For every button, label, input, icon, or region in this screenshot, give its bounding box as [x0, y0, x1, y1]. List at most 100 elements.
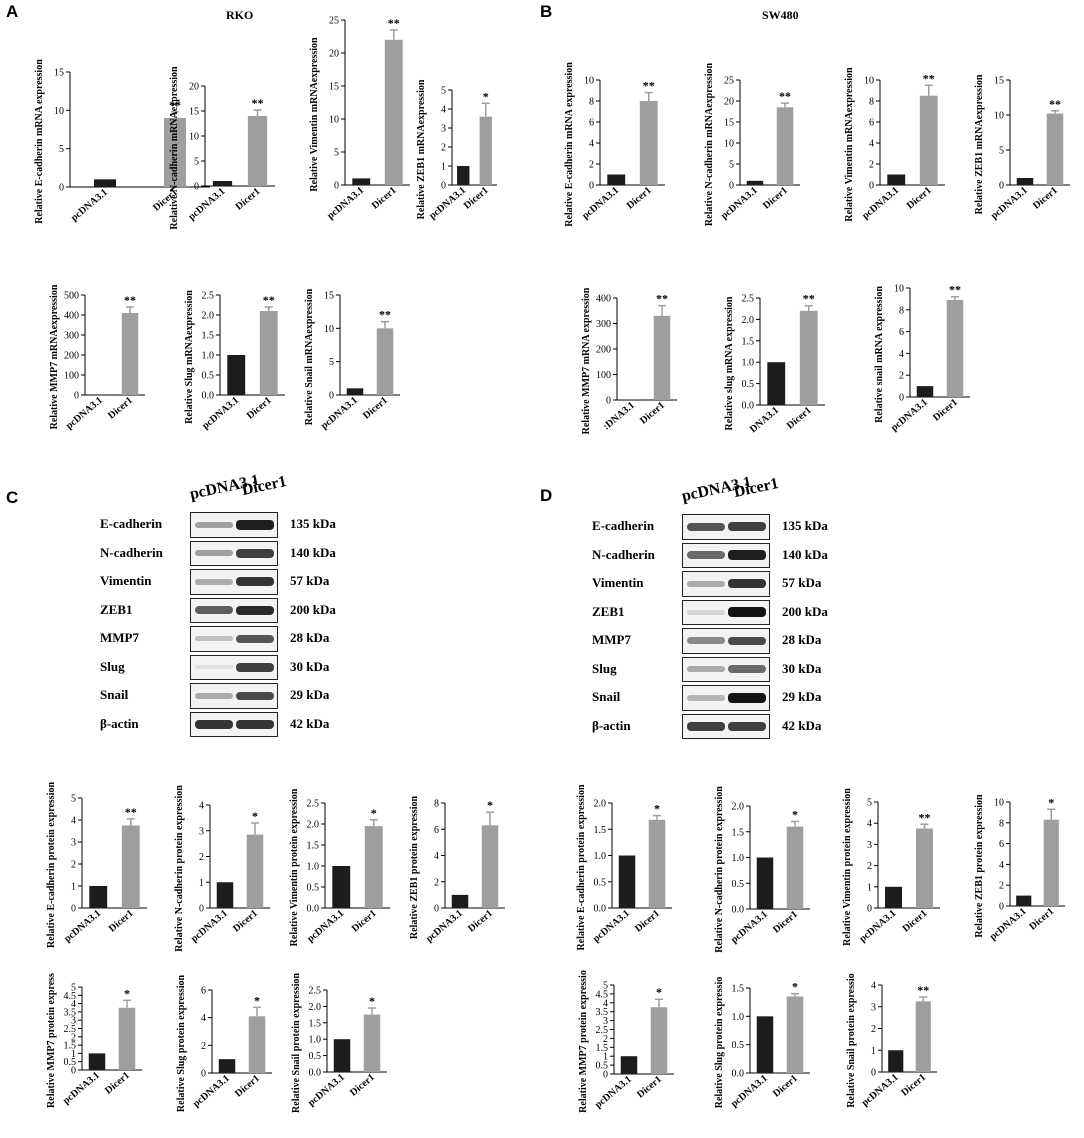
bar-pcdna31: [746, 180, 764, 185]
x-tick-label: Dicer1: [899, 1072, 928, 1099]
significance-marker: *: [252, 809, 258, 823]
bar-chart-b3: 0 2 4 6 8 10 pcDNA3.1 Dicer1 ** Relative Vimentin…: [844, 67, 945, 222]
bar-dicer1: [653, 315, 671, 400]
blot-kda-label: 57 kDa: [290, 573, 330, 588]
blot-kda-label: 30 kDa: [290, 658, 330, 674]
blot-band: [236, 519, 274, 530]
bar-pcdna31: [607, 174, 626, 185]
x-tick-label: pcDNA3.1: [189, 908, 230, 945]
bar-dicer1: [650, 1007, 668, 1074]
y-tick-label: 0: [589, 181, 594, 192]
y-tick-label: 0.5: [732, 879, 745, 890]
y-tick-label: 8: [589, 97, 594, 108]
y-tick-label: 0: [999, 902, 1004, 913]
panel-a-title: RKO: [226, 8, 254, 22]
bar-dicer1: [247, 116, 268, 186]
blot-band: [236, 548, 274, 558]
y-tick-label: 20: [189, 82, 199, 93]
y-tick-label: 100: [64, 371, 79, 382]
blot-protein-label: E-cadherin: [100, 516, 163, 531]
panel-letter-b: B: [540, 2, 553, 21]
x-tick-label: Dicer1: [245, 395, 274, 422]
blot-band: [236, 719, 274, 729]
blot-strip: [682, 713, 770, 739]
y-tick-label: 8: [999, 818, 1004, 829]
bar-dicer1: [384, 39, 403, 185]
blot-band: [195, 636, 233, 642]
y-tick-label: 15: [329, 82, 339, 93]
bar-dicer1: [786, 996, 804, 1073]
blot-protein-label: Vimentin: [592, 575, 644, 590]
x-tick-label: pcDNA3.1: [719, 185, 760, 222]
y-tick-label: 2: [434, 877, 439, 888]
blot-band: [728, 636, 766, 645]
x-tick-label: Dicer1: [233, 1073, 262, 1100]
y-axis-label: Relative Snail protein expressio: [846, 973, 857, 1107]
y-tick-label: 1.5: [64, 1041, 77, 1052]
y-tick-label: 0: [71, 904, 76, 915]
blot-band: [728, 721, 766, 731]
y-tick-label: 0: [329, 391, 334, 402]
y-tick-label: 4: [201, 1013, 206, 1024]
y-tick-label: 2: [899, 371, 904, 382]
y-tick-label: 1.5: [594, 825, 607, 836]
bar-dicer1: [919, 95, 938, 185]
y-tick-label: 2.0: [309, 1002, 322, 1013]
bar-dicer1: [1043, 819, 1059, 906]
y-axis-label: Relative Vimentin protein expression: [842, 788, 853, 946]
x-tick-label: Dicer1: [625, 185, 654, 212]
y-tick-label: 1.0: [732, 1012, 745, 1023]
y-tick-label: 5: [999, 146, 1004, 157]
blot-band: [728, 607, 766, 618]
y-tick-label: 0.5: [309, 1051, 322, 1062]
x-tick-label: pcDNA3.1: [860, 185, 901, 222]
blot-band: [728, 692, 766, 703]
blot-band: [687, 609, 725, 615]
significance-marker: **: [263, 293, 275, 307]
bar-pcdna31: [620, 1056, 638, 1074]
bar-chart-c6: 0 2 4 6 pcDNA3.1 Dicer1 * Relative Slug protein…: [176, 974, 272, 1112]
y-tick-label: 2: [201, 1041, 206, 1052]
y-tick-label: 1: [71, 882, 76, 893]
y-tick-label: 1.0: [309, 1035, 322, 1046]
y-tick-label: 0: [999, 181, 1004, 192]
y-tick-label: 0: [434, 904, 439, 915]
y-tick-label: 5: [71, 794, 76, 805]
western-blot-d: pcDNA3.1 Dicer1 E-cadherin 135 kDa N-cadheri…: [592, 474, 872, 742]
y-tick-label: 5: [729, 160, 734, 171]
bar-pcdna31: [457, 166, 470, 185]
blot-protein-label: Snail: [592, 689, 621, 704]
bar-dicer1: [248, 1016, 266, 1073]
y-tick-label: 1: [871, 1046, 876, 1057]
y-tick-label: 4: [589, 139, 594, 150]
y-tick-label: 0.0: [309, 1068, 322, 1079]
y-tick-label: 4: [871, 981, 876, 992]
x-tick-label: pcDNA3.1: [64, 395, 105, 432]
blot-strip: [190, 654, 278, 680]
significance-marker: **: [643, 79, 655, 93]
bar-pcdna31: [884, 886, 903, 908]
y-axis-label: Relative MMP7 protein expressio: [578, 970, 589, 1113]
blot-band: [236, 691, 274, 700]
y-tick-label: 5: [329, 357, 334, 368]
blot-band: [195, 665, 233, 670]
western-blot-c: pcDNA3.1 Dicer1 E-cadherin 135 kDa N-cadheri…: [100, 472, 380, 740]
y-tick-label: 6: [589, 118, 594, 129]
y-axis-label: Relative slug mRNA expression: [724, 296, 735, 430]
y-axis-label: Relative ZEB1 mRNAexpression: [974, 74, 985, 214]
y-tick-label: 2.5: [64, 1024, 77, 1035]
y-tick-label: 4: [71, 816, 76, 827]
blot-protein-label: β-actin: [100, 715, 139, 731]
x-tick-label: pcDNA3.1: [319, 395, 360, 432]
significance-marker: **: [923, 71, 935, 85]
y-tick-label: 4.5: [596, 989, 609, 1000]
x-tick-label: pcDNA3.1: [424, 908, 465, 945]
panel-letter-d: D: [540, 486, 553, 505]
bar-chart-c4: 0 2 4 6 8 pcDNA3.1 Dicer1 * Relative ZEB1 protei…: [409, 795, 505, 945]
y-tick-label: 4: [199, 801, 204, 812]
y-tick-label: 2.0: [742, 315, 755, 326]
y-tick-label: 1.5: [307, 841, 320, 852]
y-tick-label: 0.0: [742, 401, 755, 412]
blot-kda-label: 140 kDa: [782, 546, 828, 562]
